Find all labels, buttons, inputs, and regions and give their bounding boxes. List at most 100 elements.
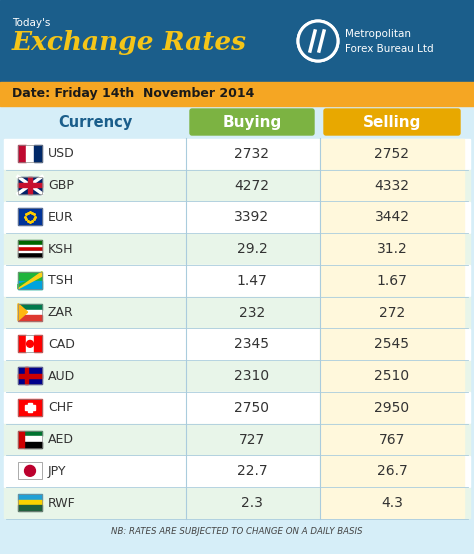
Bar [25, 367, 27, 384]
Text: AUD: AUD [48, 370, 75, 383]
Text: GBP: GBP [48, 179, 74, 192]
Text: Exchange Rates: Exchange Rates [12, 30, 247, 55]
Bar [18, 252, 42, 257]
Circle shape [25, 465, 36, 476]
Text: 2950: 2950 [374, 401, 410, 415]
Bar [18, 272, 42, 289]
Text: KSH: KSH [48, 243, 73, 255]
Bar [18, 281, 42, 289]
Bar [320, 424, 464, 455]
Bar [4, 329, 470, 360]
Text: 232: 232 [239, 306, 265, 320]
Text: Selling: Selling [363, 115, 421, 130]
Text: 2345: 2345 [235, 337, 270, 351]
Bar [18, 500, 42, 505]
Bar [320, 138, 464, 169]
Bar [4, 297, 470, 328]
Text: 4332: 4332 [374, 178, 410, 193]
Bar [4, 424, 470, 455]
Bar [18, 246, 42, 252]
Text: 2.3: 2.3 [241, 496, 263, 510]
Bar [24, 442, 42, 448]
Text: JPY: JPY [48, 465, 66, 478]
Polygon shape [18, 272, 42, 289]
Bar [320, 234, 464, 264]
Text: RWF: RWF [48, 496, 76, 510]
Bar [18, 240, 42, 246]
Circle shape [27, 341, 33, 347]
Bar [18, 177, 42, 193]
Text: TSH: TSH [48, 274, 73, 288]
Bar [18, 463, 42, 479]
Bar [0, 82, 474, 106]
Bar [18, 463, 42, 479]
Bar [24, 436, 42, 442]
Text: Date: Friday 14th  November 2014: Date: Friday 14th November 2014 [12, 88, 255, 100]
Bar [27, 403, 32, 412]
Bar [18, 505, 42, 511]
Text: 29.2: 29.2 [237, 242, 267, 256]
Bar [18, 399, 42, 416]
Bar [18, 310, 42, 315]
Bar [18, 177, 42, 193]
Text: 2510: 2510 [374, 369, 410, 383]
Bar [18, 399, 42, 416]
Text: 767: 767 [379, 433, 405, 447]
Bar [320, 392, 464, 423]
Bar [320, 456, 464, 487]
Bar [18, 367, 42, 384]
Bar [34, 145, 42, 162]
Bar [320, 202, 464, 233]
Bar [4, 488, 470, 519]
Bar [18, 240, 42, 257]
Text: AED: AED [48, 433, 74, 446]
Text: 26.7: 26.7 [377, 464, 407, 478]
Text: 31.2: 31.2 [377, 242, 407, 256]
Bar [320, 265, 464, 296]
Bar [4, 392, 470, 423]
Bar [26, 335, 34, 352]
Bar [4, 265, 470, 296]
Bar [320, 488, 464, 519]
Text: 1.47: 1.47 [237, 274, 267, 288]
Bar [4, 456, 470, 487]
Circle shape [299, 22, 337, 60]
Bar [18, 335, 42, 352]
Text: 3442: 3442 [374, 211, 410, 224]
Bar [18, 251, 42, 252]
Bar [18, 245, 42, 246]
Bar [18, 494, 42, 511]
Circle shape [25, 212, 35, 222]
Bar [18, 430, 24, 448]
Bar [18, 373, 42, 378]
Bar [18, 315, 42, 321]
Bar [4, 202, 470, 233]
Text: ZAR: ZAR [48, 306, 74, 319]
Text: 4272: 4272 [235, 178, 270, 193]
Bar [0, 106, 474, 554]
Bar [320, 361, 464, 392]
Bar [18, 208, 42, 225]
Bar [18, 430, 42, 448]
Bar [18, 494, 42, 500]
Text: 2732: 2732 [235, 147, 270, 161]
Text: EUR: EUR [48, 211, 74, 224]
Text: 2310: 2310 [235, 369, 270, 383]
Bar [4, 234, 470, 264]
Text: 2750: 2750 [235, 401, 270, 415]
Bar [18, 335, 26, 352]
Bar [320, 297, 464, 328]
Bar [18, 145, 42, 162]
Text: USD: USD [48, 147, 75, 160]
Bar [320, 329, 464, 360]
Bar [320, 170, 464, 201]
Bar [18, 304, 42, 310]
Bar [18, 367, 42, 384]
Text: Currency: Currency [58, 115, 132, 130]
Text: CAD: CAD [48, 338, 75, 351]
Bar [4, 361, 470, 392]
Bar [4, 138, 470, 169]
Text: Metropolitan
Forex Bureau Ltd: Metropolitan Forex Bureau Ltd [345, 29, 434, 54]
FancyBboxPatch shape [324, 109, 460, 135]
Bar [18, 183, 42, 187]
